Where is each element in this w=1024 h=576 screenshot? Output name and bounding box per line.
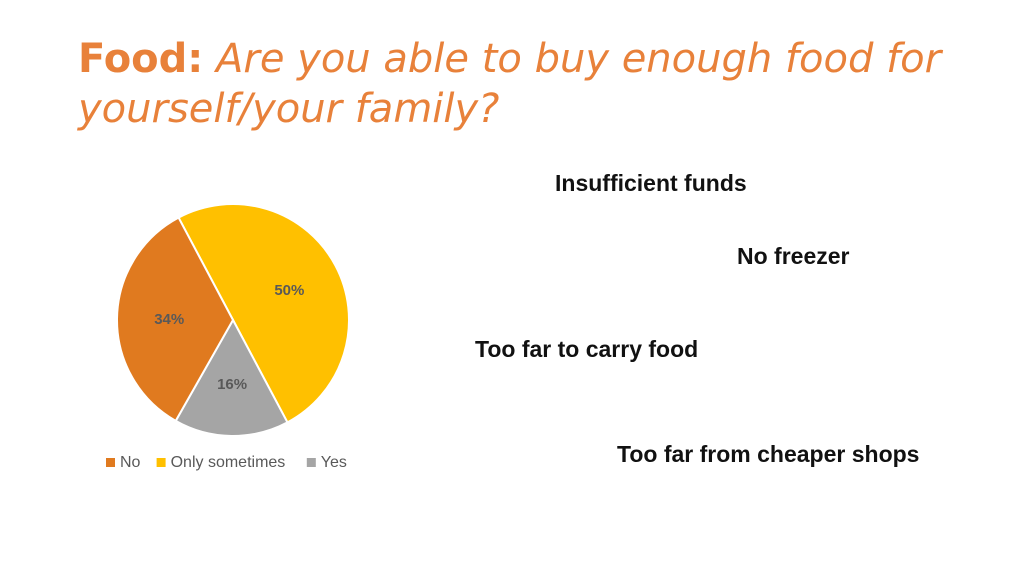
legend-swatch-no bbox=[106, 458, 115, 467]
reason-insufficient-funds: Insufficient funds bbox=[555, 170, 747, 196]
legend-label-yes: Yes bbox=[321, 454, 347, 471]
legend-swatch-yes bbox=[306, 458, 316, 467]
slice-label-yes: 16% bbox=[217, 376, 247, 393]
reason-too-far-from-shops: Too far from cheaper shops bbox=[617, 441, 920, 467]
page-title: Food: Are you able to buy enough food fo… bbox=[78, 34, 958, 134]
pie-slice-no bbox=[116, 216, 235, 423]
reason-too-far-to-carry: Too far to carry food bbox=[475, 336, 699, 362]
pie-chart: 50% 16% 34% No Only sometimes Yes bbox=[106, 203, 350, 471]
legend-label-no: No bbox=[120, 454, 141, 471]
slice-label-no: 34% bbox=[154, 311, 184, 328]
reason-no-freezer: No freezer bbox=[737, 243, 850, 269]
pie-slice-yes bbox=[174, 317, 289, 437]
pie-slice-only-sometimes bbox=[177, 203, 350, 424]
title-topic: Food: bbox=[78, 36, 204, 82]
legend-label-only-sometimes: Only sometimes bbox=[171, 454, 286, 471]
legend-swatch-only-sometimes bbox=[156, 458, 166, 467]
title-question: Are you able to buy enough food for your… bbox=[78, 36, 942, 132]
slice-label-only-sometimes: 50% bbox=[274, 282, 304, 299]
